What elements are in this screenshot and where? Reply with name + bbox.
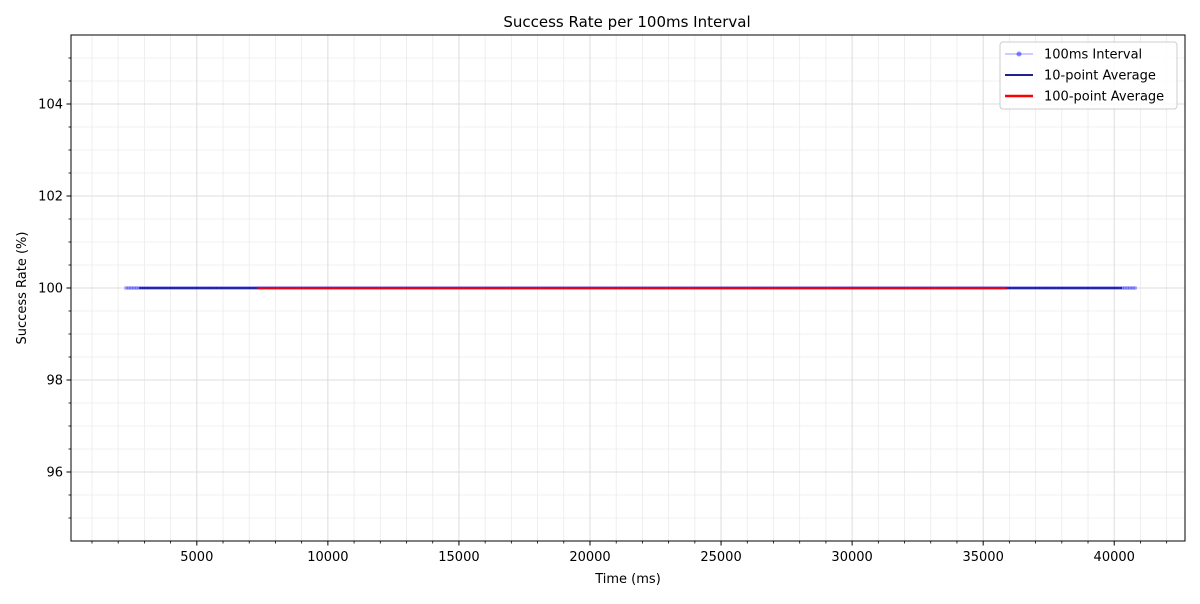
x-tick-label: 40000 [1094, 550, 1135, 565]
data-point [134, 286, 139, 290]
data-point [129, 286, 134, 290]
legend-item: 10-point Average [1005, 69, 1156, 84]
legend-label: 100ms Interval [1044, 48, 1142, 63]
legend-box [999, 41, 1178, 110]
legend-label: 10-point Average [1044, 69, 1156, 84]
data-point [124, 286, 129, 290]
y-tick-label: 96 [46, 466, 63, 481]
series-layer [124, 286, 1138, 290]
data-point [1133, 286, 1138, 290]
x-tick-label: 5000 [180, 550, 213, 565]
legend-item: 100-point Average [1005, 90, 1164, 105]
y-tick-label: 98 [46, 374, 63, 389]
y-tick-label: 100 [38, 282, 63, 297]
x-axis-label: Time (ms) [594, 572, 661, 587]
y-axis-label: Success Rate (%) [15, 232, 30, 345]
legend: 100ms Interval 10-point Average 100-point … [999, 41, 1178, 110]
chart-title: Success Rate per 100ms Interval [503, 13, 750, 31]
data-point [1130, 286, 1135, 290]
ticks-layer: 5000 10000 15000 20000 25000 30000 35000 40000 9… [38, 57, 1168, 565]
y-tick-label: 104 [38, 98, 63, 113]
legend-item: 100ms Interval [1005, 48, 1142, 63]
data-point [1125, 286, 1130, 290]
data-point [1127, 286, 1132, 290]
x-tick-label: 10000 [307, 550, 348, 565]
x-tick-label: 30000 [831, 550, 872, 565]
legend-swatch-marker [1016, 51, 1022, 57]
legend-label: 100-point Average [1044, 90, 1164, 105]
y-tick-label: 102 [38, 190, 63, 205]
x-tick-label: 15000 [438, 550, 479, 565]
data-point [131, 286, 136, 290]
x-tick-label: 25000 [700, 550, 741, 565]
x-tick-label: 20000 [569, 550, 610, 565]
data-point [1122, 286, 1127, 290]
data-point [126, 286, 131, 290]
x-tick-label: 35000 [962, 550, 1003, 565]
